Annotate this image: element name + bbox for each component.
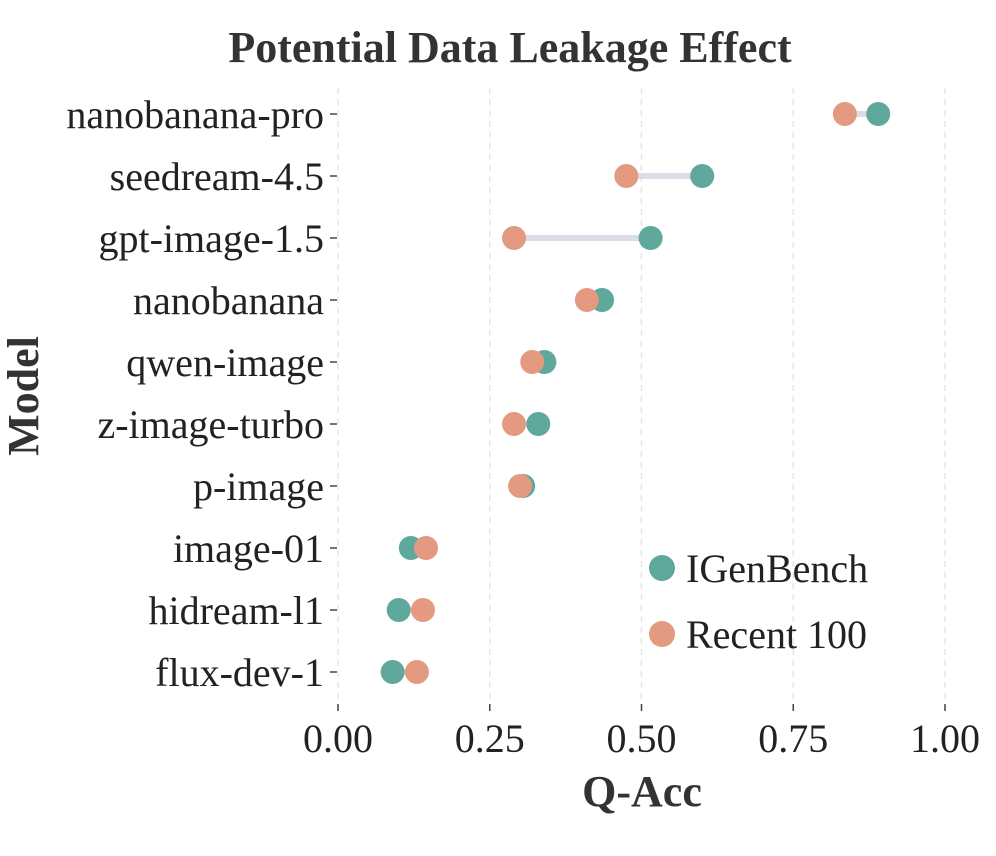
point-recent-100-p-image	[508, 474, 533, 498]
y-axis: nanobanana-pro seedream-4.5 gpt-image-1.5 n…	[66, 92, 337, 695]
y-tick-label: z-image-turbo	[97, 402, 324, 447]
point-igenbench-z-image-turbo	[526, 412, 551, 436]
y-tick-label: gpt-image-1.5	[99, 216, 325, 261]
x-axis-title: Q-Acc	[582, 767, 702, 816]
y-tick-label: p-image	[193, 464, 324, 509]
y-tick-label: nanobanana-pro	[66, 92, 324, 137]
x-tick-label: 0.75	[758, 716, 828, 761]
chart-title: Potential Data Leakage Effect	[228, 23, 792, 72]
legend-label-1: Recent 100	[686, 612, 867, 657]
point-recent-100-nanobanana-pro	[832, 102, 857, 126]
y-tick-label: qwen-image	[126, 340, 324, 385]
point-recent-100-qwen-image	[520, 350, 545, 374]
y-tick-label: image-01	[173, 526, 324, 571]
x-tick-label: 0.50	[607, 716, 677, 761]
y-axis-title: Model	[0, 336, 48, 456]
x-axis: 0.00 0.25 0.50 0.75 1.00	[303, 704, 980, 761]
point-recent-100-gpt-image-1.5	[502, 226, 527, 250]
point-recent-100-image-01	[414, 536, 439, 560]
point-recent-100-z-image-turbo	[502, 412, 527, 436]
point-recent-100-hidream-l1	[410, 598, 435, 622]
y-tick-label: seedream-4.5	[110, 154, 324, 199]
point-igenbench-seedream-4.5	[690, 164, 715, 188]
y-tick-label: nanobanana	[133, 278, 324, 323]
legend-marker-1	[649, 621, 675, 647]
point-recent-100-flux-dev-1	[404, 660, 429, 684]
data-points	[380, 102, 891, 684]
legend: IGenBench Recent 100	[649, 546, 868, 657]
x-tick-label: 0.00	[303, 716, 373, 761]
legend-marker-0	[649, 555, 675, 581]
x-tick-label: 0.25	[455, 716, 525, 761]
point-igenbench-gpt-image-1.5	[638, 226, 663, 250]
y-tick-label: flux-dev-1	[155, 650, 324, 695]
point-igenbench-nanobanana-pro	[866, 102, 891, 126]
point-recent-100-seedream-4.5	[614, 164, 639, 188]
x-tick-label: 1.00	[910, 716, 980, 761]
point-igenbench-hidream-l1	[386, 598, 411, 622]
y-tick-label: hidream-l1	[149, 588, 325, 633]
legend-label-0: IGenBench	[686, 546, 868, 591]
point-recent-100-nanobanana	[574, 288, 599, 312]
grid	[337, 88, 946, 702]
point-igenbench-flux-dev-1	[380, 660, 405, 684]
